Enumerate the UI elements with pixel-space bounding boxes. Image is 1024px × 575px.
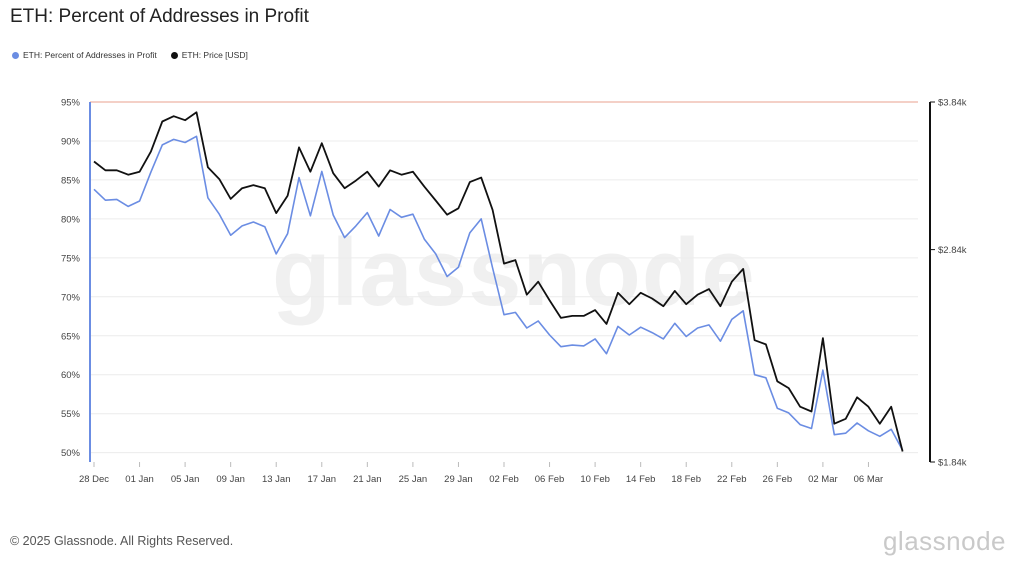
glassnode-logo: glassnode [882, 526, 1006, 556]
x-tick-label: 18 Feb [671, 474, 701, 485]
x-tick-label: 02 Feb [489, 474, 519, 485]
y-left-tick-label: 65% [61, 331, 81, 342]
legend-label-profit: ETH: Percent of Addresses in Profit [23, 50, 157, 60]
y-left-tick-label: 60% [61, 370, 81, 381]
x-tick-label: 28 Dec [79, 474, 109, 485]
y-left-tick-label: 85% [61, 175, 81, 186]
series-line-price [93, 111, 904, 452]
x-tick-label: 06 Feb [535, 474, 565, 485]
y-right-tick-label: $3.84k [938, 98, 967, 109]
x-tick-label: 25 Jan [399, 474, 428, 485]
x-tick-label: 14 Feb [626, 474, 656, 485]
watermark: glassnode [272, 219, 756, 326]
y-left-tick-label: 80% [61, 214, 81, 225]
x-tick-label: 29 Jan [444, 474, 473, 485]
legend-label-price: ETH: Price [USD] [181, 50, 248, 60]
y-left-tick-label: 95% [61, 98, 81, 109]
y-left-tick-label: 50% [61, 448, 81, 459]
y-left-tick-label: 75% [61, 253, 81, 264]
legend-dot-price [170, 51, 178, 59]
y-right-tick-label: $1.84k [938, 458, 967, 469]
legend: ETH: Percent of Addresses in Profit ETH:… [12, 50, 248, 60]
chart-plot: 95% 90% 85% 80% 75% 70% 65% 60% 55% 50% $3.84k $2.8… [61, 98, 967, 486]
x-tick-label: 06 Mar [854, 474, 884, 485]
chart-title: ETH: Percent of Addresses in Profit [10, 6, 309, 27]
y-right-tick-label: $2.84k [938, 245, 967, 256]
legend-item-profit[interactable]: ETH: Percent of Addresses in Profit [12, 50, 157, 60]
x-tick-label: 09 Jan [216, 474, 245, 485]
y-left-tick-label: 55% [61, 409, 81, 420]
x-tick-label: 01 Jan [125, 474, 154, 485]
legend-dot-profit [12, 51, 19, 59]
x-tick-label: 02 Mar [808, 474, 838, 485]
x-tick-label: 05 Jan [171, 474, 200, 485]
x-tick-label: 22 Feb [717, 474, 747, 485]
x-tick-label: 26 Feb [763, 474, 793, 485]
x-tick-label: 13 Jan [262, 474, 291, 485]
x-tick-label: 21 Jan [353, 474, 382, 485]
copyright-footer: © 2025 Glassnode. All Rights Reserved. [10, 534, 234, 548]
y-left-tick-label: 70% [61, 292, 81, 303]
series-line-profit [93, 135, 904, 451]
legend-item-price[interactable]: ETH: Price [USD] [170, 50, 248, 60]
y-left-tick-label: 90% [61, 136, 81, 147]
x-tick-label: 17 Jan [308, 474, 337, 485]
x-tick-label: 10 Feb [580, 474, 610, 485]
